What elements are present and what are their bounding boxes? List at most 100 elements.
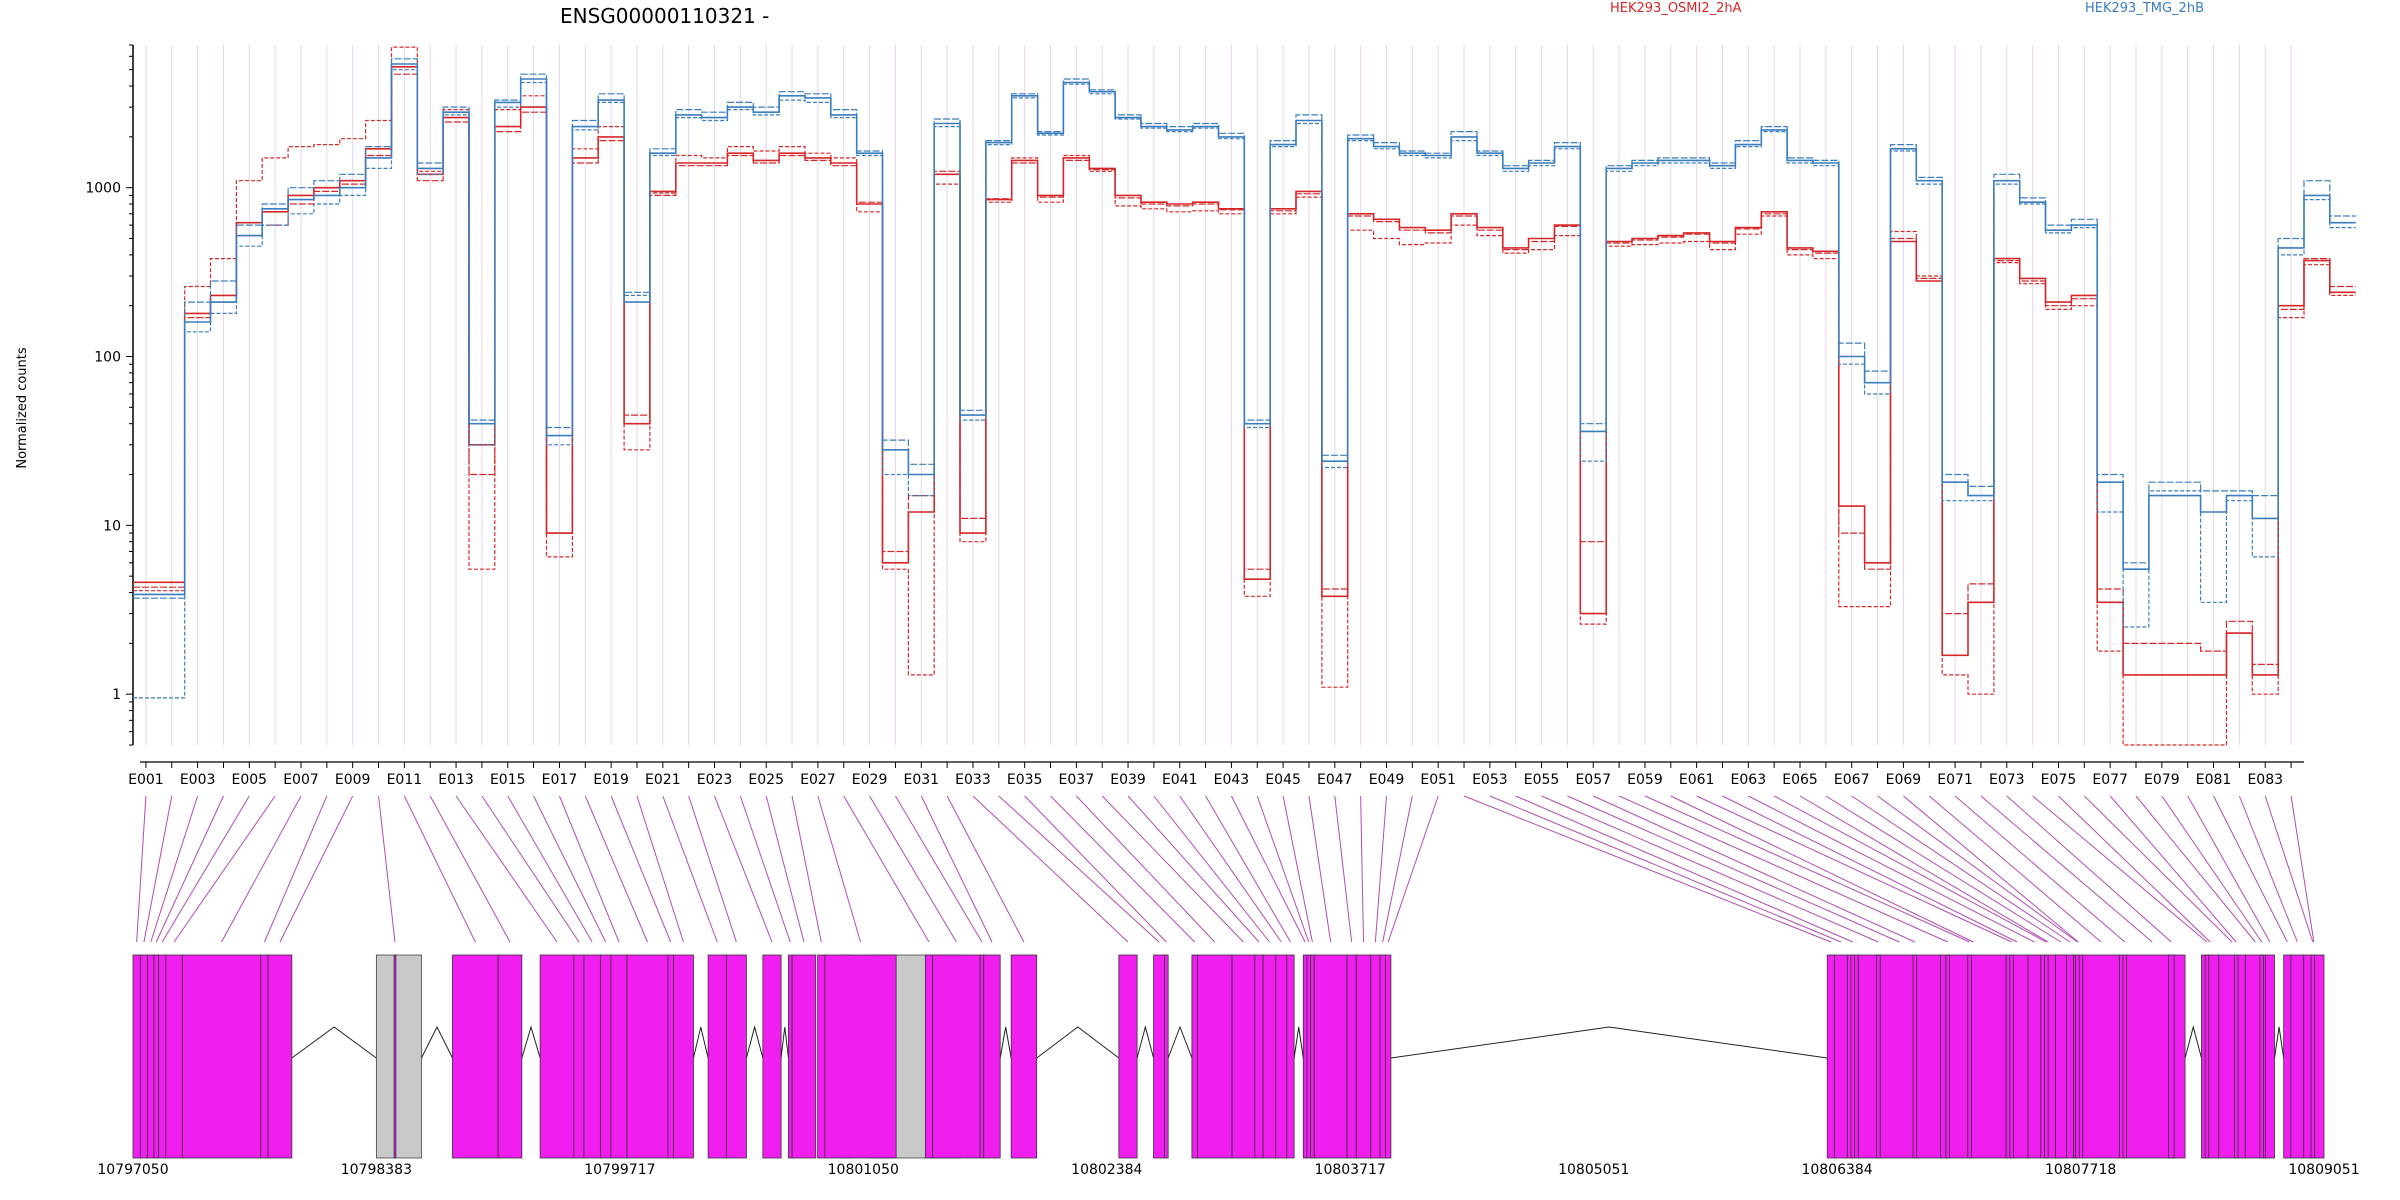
x-tick-label: E077 [2092,772,2128,788]
x-tick-label: E049 [1369,772,1405,788]
x-tick-label: E039 [1110,772,1146,788]
exon-map-line [584,795,648,943]
x-tick-label: E021 [645,772,681,788]
exon-map-line [1153,795,1270,943]
exon-block [1196,954,1233,1159]
exon-block [2118,954,2186,1159]
exon-map-line [1075,795,1216,943]
intron-connector [2184,1025,2202,1059]
exon-map-line [1618,795,1948,943]
genomic-tick-label: 10797050 [97,1162,168,1178]
exon-map-line [1374,795,1387,943]
exon-map-line [1256,795,1310,943]
exon-block [610,954,628,1159]
exon-map-line [1593,795,1916,943]
exon-block [1286,954,1295,1159]
exon-block [791,954,817,1159]
x-tick-label: E047 [1317,772,1353,788]
exon-block [181,954,262,1159]
x-tick-label: E055 [1524,772,1560,788]
genomic-tick-label: 10802384 [1071,1162,1142,1178]
exon-map-line [1670,795,1974,943]
exon-map-line [714,795,773,943]
exon-map-line [136,795,147,943]
x-tick-label: E061 [1679,772,1715,788]
exon-map-line [2161,795,2263,943]
x-tick-label: E019 [593,772,629,788]
intron-connector [521,1025,541,1059]
genomic-tick-label: 10803717 [1315,1162,1386,1178]
exon-map-line [1644,795,1970,943]
exon-block [2122,954,2128,1159]
exon-map-line [2006,795,2172,943]
exon-block [1153,954,1165,1159]
intron-connector [1390,1026,1828,1059]
exon-block [1231,954,1256,1159]
intron-connector [2274,1026,2285,1059]
exon-map-line [662,795,718,943]
exon-map-line [1696,795,2012,943]
x-tick-label: E035 [1007,772,1043,788]
exon-block [2264,954,2275,1159]
exon-block [1912,954,1918,1159]
x-tick-label: E081 [2196,772,2232,788]
exon-map-line [1334,795,1353,943]
exon-map-line [1387,795,1439,943]
exon-block [788,954,793,1159]
exon-map-line [2290,795,2315,943]
exon-block [2065,954,2075,1159]
exon-map-line [161,795,250,943]
intron-connector [1293,1026,1304,1059]
series-line-osmi [133,46,2356,746]
exon-map-line [688,795,737,943]
x-tick-label: E003 [180,772,216,788]
exon-block [1254,954,1264,1159]
exon-block [153,954,159,1159]
exon-block [1164,954,1169,1159]
exon-map-line [455,795,558,943]
exon-map-line [2083,795,2233,943]
exon-gridlines [145,45,2292,745]
exon-map-line [2264,795,2314,943]
exon-map-line [1567,795,1900,943]
exon-map-line [143,795,173,943]
exon-map-line [1980,795,2153,943]
exon-block [1857,954,1941,1159]
exon-block [267,954,293,1159]
excluded-exon-block [375,954,422,1159]
x-tick-label: E043 [1214,772,1250,788]
y-tick-label: 1000 [85,181,121,197]
series-line-tmg [133,58,2356,599]
exon-map-line [1230,795,1306,943]
exon-map-line [429,795,511,943]
exon-map-line [1489,795,1842,943]
exon-block [539,954,575,1159]
exon-block [1834,954,1848,1159]
exon-block [2055,954,2067,1159]
genomic-tick-label: 10809051 [2288,1162,2359,1178]
exon-map-line [533,795,607,943]
exon-map-line [739,795,791,943]
legend-tmg: HEK293_TMG_2hB [2085,1,2204,16]
exon-block [707,954,727,1159]
exon-map-line [279,795,354,943]
exon-map-line [263,795,328,943]
exon-map-line [869,795,957,943]
exon-block [667,954,674,1159]
x-tick-label: E057 [1575,772,1611,788]
x-tick-label: E007 [283,772,319,788]
genomic-tick-label: 10805051 [1558,1162,1629,1178]
exon-map-line [2187,795,2271,943]
x-tick-label: E031 [903,772,939,788]
exon-map-line [2109,795,2237,943]
x-tick-label: E071 [1937,772,1973,788]
exon-map-line [1360,795,1365,943]
exon-block [725,954,747,1159]
x-tick-label: E033 [955,772,991,788]
x-tick-label: E079 [2144,772,2180,788]
exon-block [2233,954,2239,1159]
exon-map-line [1101,795,1244,943]
exon-mapping-lines [136,795,2315,943]
x-tick-label: E069 [1886,772,1922,788]
